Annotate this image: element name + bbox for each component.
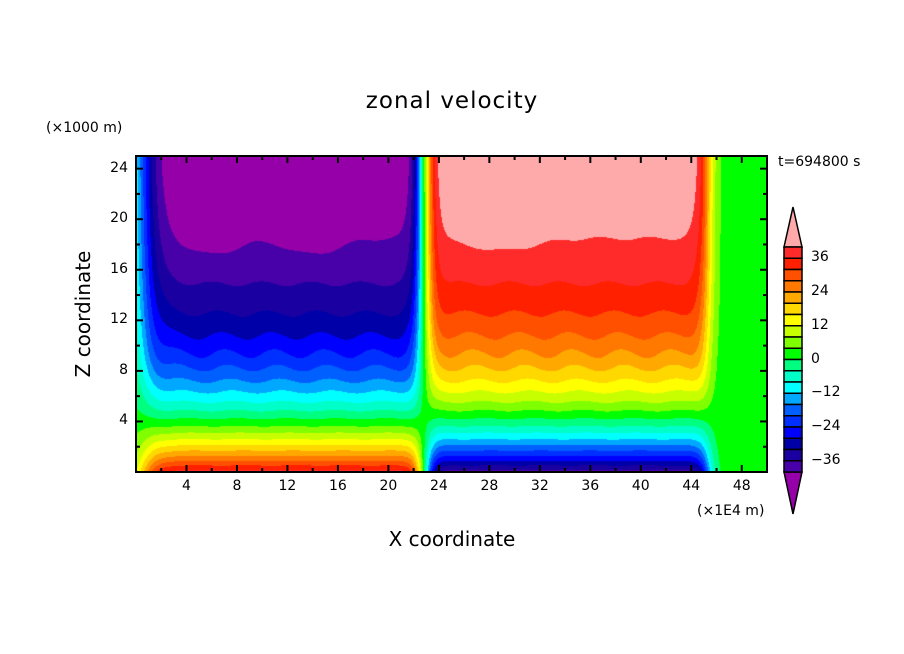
colorbar-label: 24 <box>811 283 829 299</box>
x-tick-label: 16 <box>328 478 347 494</box>
x-tick-label: 20 <box>379 478 398 494</box>
y-tick-label: 24 <box>110 159 128 176</box>
colorbar-label: −24 <box>811 418 841 434</box>
x-tick-label: 4 <box>182 478 191 494</box>
colorbar-box <box>783 257 803 271</box>
colorbar-under-triangle <box>783 471 803 515</box>
x-axis-label: X coordinate <box>388 527 516 551</box>
colorbar-box <box>783 448 803 462</box>
y-tick-label: 20 <box>110 210 128 227</box>
y-tick-label: 8 <box>119 361 128 378</box>
x-tick-label: 44 <box>682 478 701 494</box>
colorbar-box <box>783 426 803 439</box>
colorbar-box <box>783 246 803 259</box>
colorbar-box <box>783 403 803 417</box>
colorbar-box <box>783 358 803 372</box>
y-tick-label: 16 <box>110 260 128 277</box>
x-tick-label: 12 <box>278 478 297 494</box>
colorbar-over-triangle <box>783 206 803 248</box>
colorbar-box <box>783 302 803 316</box>
colorbar-box <box>783 291 803 304</box>
x-tick-label: 28 <box>480 478 499 494</box>
colorbar-label: −36 <box>811 451 841 468</box>
x-tick-label: 36 <box>581 478 600 494</box>
y-tick-label: 12 <box>110 311 128 328</box>
colorbar-box <box>783 370 803 383</box>
x-tick-label: 40 <box>631 478 650 494</box>
colorbar-box <box>783 347 803 361</box>
colorbar-box <box>783 336 803 349</box>
colorbar-box <box>783 415 803 428</box>
colorbar-box <box>783 313 803 327</box>
time-annotation: t=694800 s <box>778 154 861 170</box>
y-tick-label: 4 <box>119 412 128 429</box>
colorbar-box <box>783 280 803 293</box>
x-tick-label: 8 <box>232 478 242 494</box>
colorbar-box <box>783 381 803 394</box>
x-tick-label: 48 <box>732 478 751 494</box>
colorbar-box <box>783 268 803 282</box>
x-axis-unit: (×1E4 m) <box>697 503 765 519</box>
colorbar-box <box>783 437 803 451</box>
colorbar-box <box>783 325 803 338</box>
contour-field <box>136 156 767 472</box>
y-axis-unit: (×1000 m) <box>46 120 123 136</box>
colorbar-label: 12 <box>811 316 829 333</box>
plot-border <box>135 155 768 473</box>
colorbar-label: −12 <box>811 384 841 401</box>
colorbar-label: 36 <box>811 249 829 266</box>
colorbar-label: 0 <box>811 350 820 367</box>
colorbar-box <box>783 392 803 406</box>
x-tick-label: 24 <box>429 478 448 494</box>
colorbar-box <box>783 460 803 473</box>
chart-title: zonal velocity <box>365 88 539 114</box>
x-tick-label: 32 <box>530 478 549 494</box>
